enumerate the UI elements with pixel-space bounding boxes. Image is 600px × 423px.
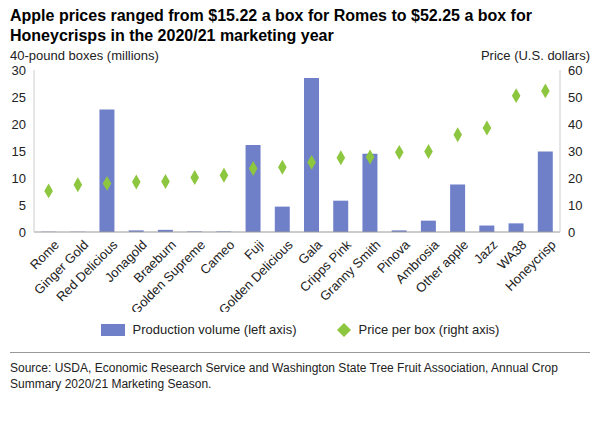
svg-text:Granny Smith: Granny Smith [317,237,384,304]
svg-text:Braeburn: Braeburn [130,237,179,286]
svg-text:0: 0 [19,225,26,240]
html-text:40-pound boxes (millions): 40-pound boxes (millions) [10,48,159,63]
svg-text:10: 10 [12,171,26,186]
svg-text:15: 15 [12,144,26,159]
svg-text:30: 30 [12,63,26,78]
svg-text:WA38: WA38 [494,237,530,273]
svg-text:40: 40 [568,117,582,132]
svg-text:Honeycrisp: Honeycrisp [502,237,559,294]
html-text:Price per box (right axis): Price per box (right axis) [358,322,500,337]
svg-text:25: 25 [12,90,26,105]
svg-text:Ambrosia: Ambrosia [392,237,442,287]
svg-text:Golden Delicious: Golden Delicious [216,237,296,312]
svg-text:Jazz: Jazz [470,237,501,267]
svg-text:60: 60 [568,63,582,78]
svg-text:10: 10 [568,198,582,213]
svg-text:Rome: Rome [26,237,62,273]
svg-text:Ginger Gold: Ginger Gold [31,237,92,298]
svg-text:20: 20 [12,117,26,132]
html-text:Production volume (left axis): Production volume (left axis) [132,322,297,337]
svg-text:Cripps Pink: Cripps Pink [296,237,355,295]
svg-text:Golden Supreme: Golden Supreme [128,237,208,312]
html-text:Source: USDA, Economic Researc: Source: USDA, Economic Research Service … [10,361,558,391]
svg-text:5: 5 [19,198,26,213]
svg-text:Cameo: Cameo [197,237,237,277]
svg-text:0: 0 [568,225,575,240]
svg-text:30: 30 [568,144,582,159]
svg-text:Red Delicious: Red Delicious [53,237,121,305]
html-text:Apple prices ranged from $15.2: Apple prices ranged from $15.22 a box fo… [10,7,532,44]
svg-text:Gala: Gala [295,237,325,268]
svg-text:50: 50 [568,90,582,105]
html-text:Price (U.S. dollars): Price (U.S. dollars) [480,48,590,63]
svg-text:20: 20 [568,171,582,186]
svg-text:Fuji: Fuji [241,237,267,263]
svg-text:Other apple: Other apple [413,237,472,296]
svg-text:Pinova: Pinova [374,237,413,276]
svg-text:Jonagold: Jonagold [101,237,150,286]
